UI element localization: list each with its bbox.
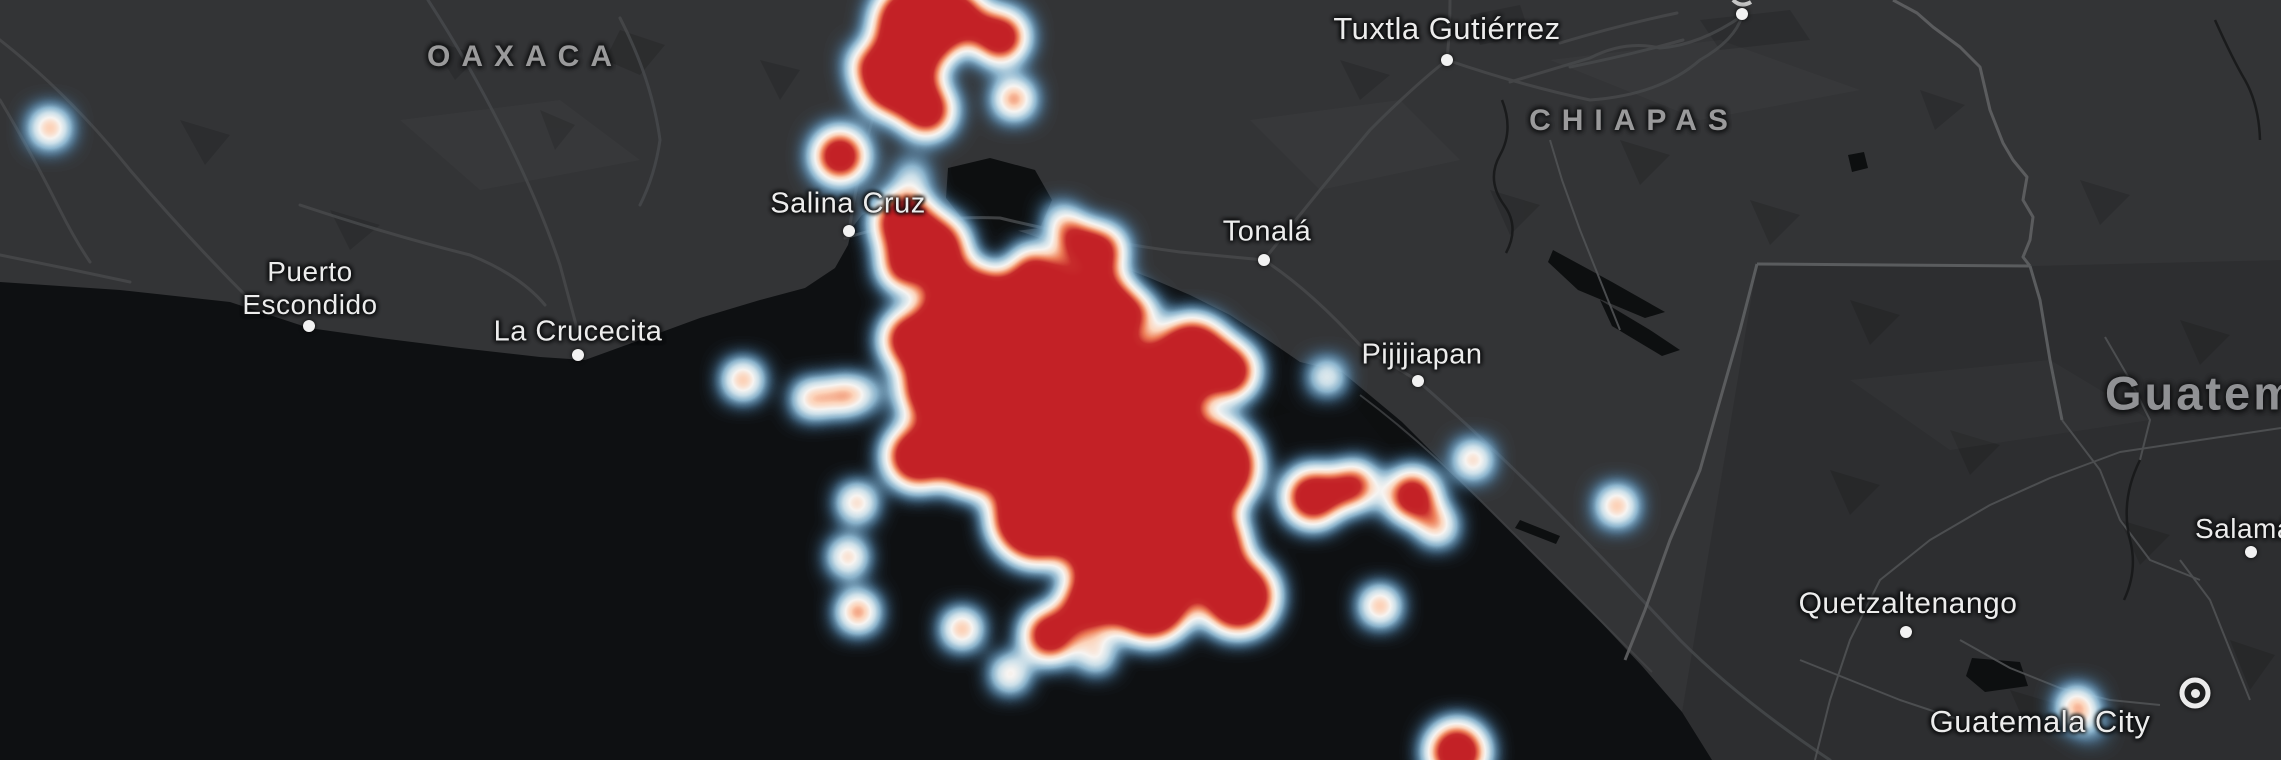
admin-borders (1549, 139, 2281, 760)
city-dot-quetzaltenango (1900, 626, 1912, 638)
state-label-oaxaca: OAXACA (426, 40, 624, 73)
city-dot-la-crucecita (572, 349, 584, 361)
coastal-road (1359, 394, 1653, 673)
city-dot-puerto-escondido (303, 320, 315, 332)
country-label-guatemala: Guatemala (2105, 366, 2281, 420)
city-label-guatemala-city: Guatemala City (1929, 704, 2151, 739)
heatmap-layer (35, 0, 2099, 760)
city-label-tuxtla-gutierrez: Tuxtla Gutiérrez (1333, 11, 1561, 46)
city-dot-unlabeled-top (1736, 8, 1748, 20)
borders (1623, 0, 2064, 661)
city-label-pijijiapan: Pijijiapan (1361, 338, 1483, 371)
rivers (1492, 19, 2262, 601)
state-label-chiapas: CHIAPAS (1529, 104, 1739, 137)
city-dot-salama (2245, 546, 2257, 558)
clipped-label-fragment (1731, 0, 1753, 7)
city-dot-tonala (1258, 254, 1270, 266)
city-dot-salina-cruz (843, 225, 855, 237)
city-dot-pijijiapan (1412, 375, 1424, 387)
city-label-salama: Salamá (2195, 513, 2281, 544)
city-label-puerto-escondido: Puerto Escondido (242, 255, 378, 320)
capital-icon-guatemala-city (2179, 677, 2211, 709)
city-label-salina-cruz: Salina Cruz (770, 187, 926, 220)
city-label-la-crucecita: La Crucecita (493, 315, 663, 348)
city-label-tonala: Tonalá (1222, 215, 1312, 248)
city-label-quetzaltenango: Quetzaltenango (1798, 587, 2018, 620)
city-dot-tuxtla-gutierrez (1441, 54, 1453, 66)
